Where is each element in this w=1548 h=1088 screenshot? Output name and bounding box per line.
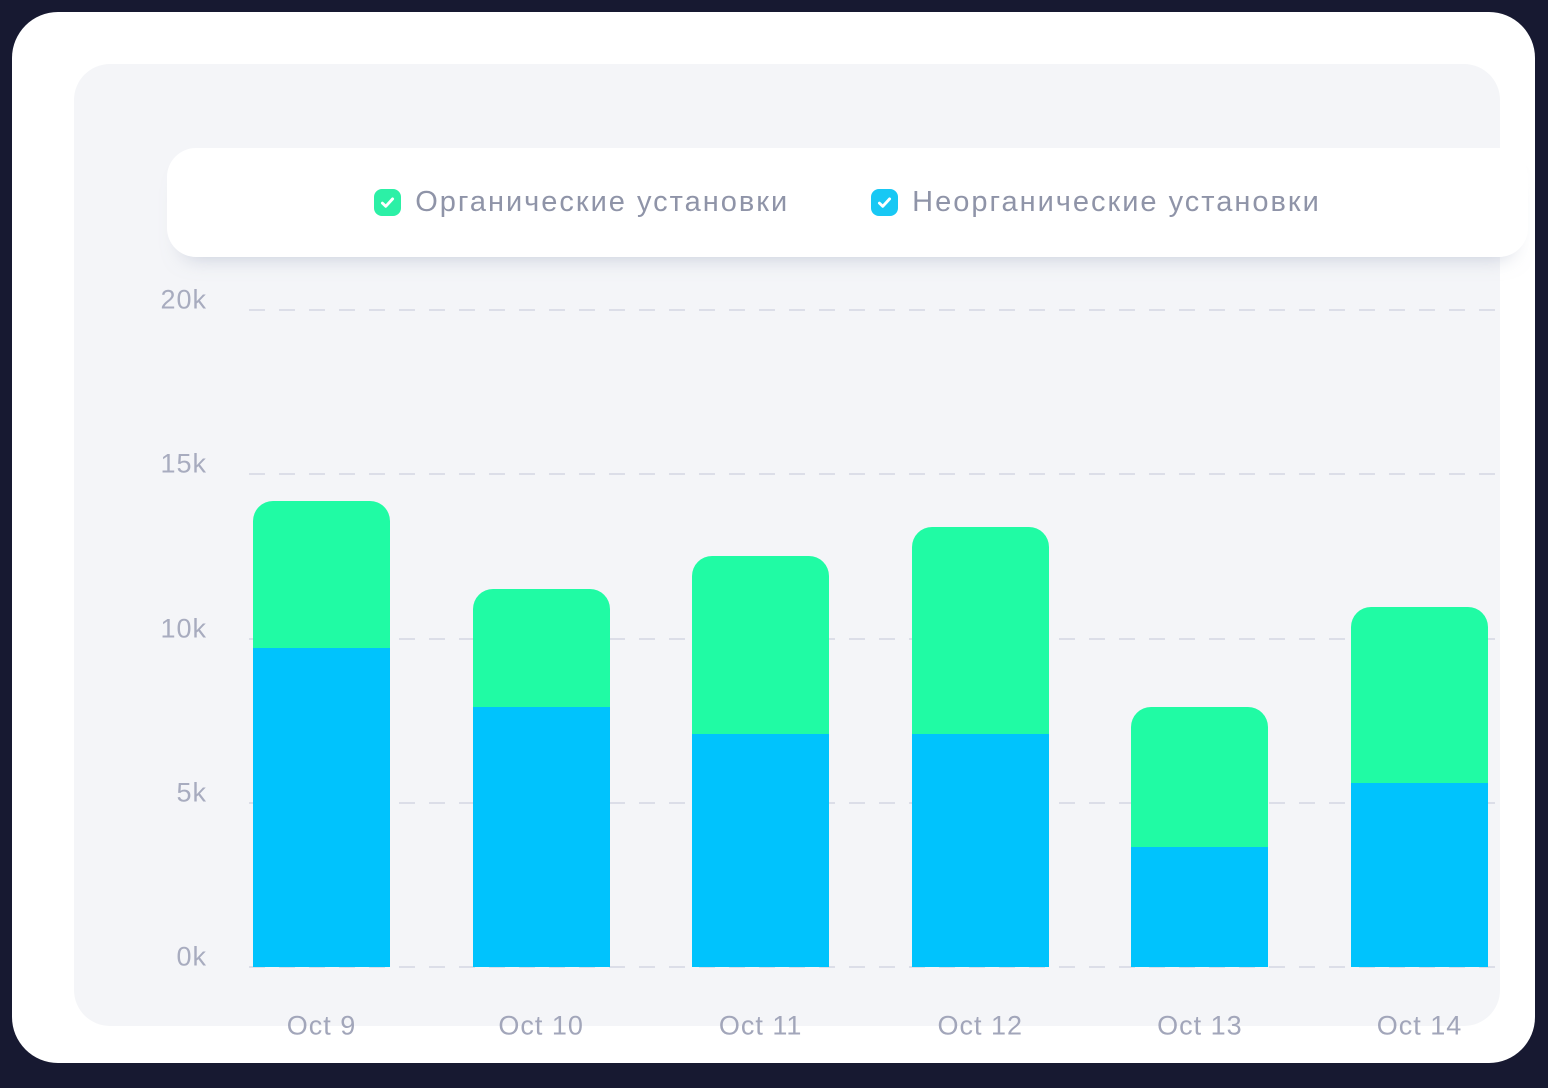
stacked-bar-oct-12 (911, 526, 1049, 967)
checkbox-checked-icon[interactable] (374, 189, 402, 216)
checkmark-icon (878, 197, 892, 208)
legend-label-inorganic: Неорганические установки (912, 186, 1321, 218)
app-window: Органические установки Неорганические ус… (12, 12, 1535, 1063)
x-axis-label: Oct 12 (937, 1010, 1024, 1041)
legend-label-organic: Органические установки (415, 186, 790, 218)
x-axis-label: Oct 11 (718, 1010, 803, 1041)
checkbox-checked-icon[interactable] (871, 189, 899, 216)
grid-line-5k (249, 801, 1507, 804)
bar-segment-inorganic (1131, 847, 1269, 967)
bar-segment-inorganic (472, 707, 610, 967)
bar-segment-organic (253, 500, 390, 649)
legend-item-inorganic-installs[interactable]: Неорганические установки (871, 186, 1321, 219)
bar-segment-inorganic (253, 648, 390, 967)
bar-segment-inorganic (911, 733, 1049, 967)
checkmark-icon (381, 197, 395, 208)
grid-line-15k (249, 473, 1507, 476)
grid-line-0k (249, 966, 1507, 968)
grid-line-20k (249, 309, 1507, 311)
stacked-bar-oct-14 (1351, 607, 1488, 967)
y-axis-tick-label: 5k (176, 777, 207, 808)
stacked-bar-oct-9 (253, 500, 390, 967)
bar-segment-organic (472, 589, 610, 708)
y-axis-tick-label: 15k (160, 448, 207, 479)
stacked-bar-oct-11 (692, 556, 830, 967)
chart-card: Органические установки Неорганические ус… (74, 64, 1528, 1041)
bar-segment-inorganic (1351, 783, 1488, 967)
chart-legend: Органические установки Неорганические ус… (167, 148, 1528, 257)
x-axis-label: Oct 14 (1376, 1010, 1463, 1041)
x-axis-label: Oct 9 (286, 1010, 357, 1041)
bar-segment-organic (911, 526, 1049, 734)
bar-segment-inorganic (692, 733, 830, 967)
bar-segment-organic (1351, 607, 1488, 784)
x-axis-label: Oct 13 (1157, 1010, 1243, 1041)
stacked-bar-oct-13 (1131, 707, 1269, 967)
bar-segment-organic (1131, 707, 1269, 848)
grid-line-10k (249, 637, 1507, 640)
bar-segment-organic (692, 556, 830, 734)
y-axis-tick-label: 10k (160, 613, 207, 643)
x-axis-label: Oct 10 (498, 1010, 584, 1041)
y-axis-tick-label: 20k (160, 284, 207, 315)
y-axis-tick-label: 0k (176, 941, 207, 972)
stacked-bar-oct-10 (472, 589, 610, 967)
legend-item-organic-installs[interactable]: Органические установки (374, 186, 789, 219)
